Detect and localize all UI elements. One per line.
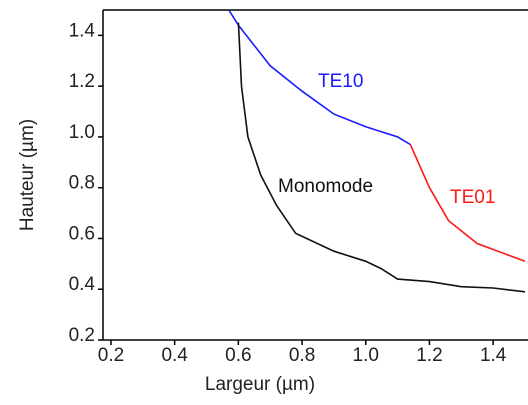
y-axis-label: Hauteur (µm) (17, 119, 38, 231)
y-tick-label: 1.0 (69, 122, 95, 143)
y-tick-label: 0.4 (69, 274, 96, 295)
y-tick-label: 0.8 (69, 173, 95, 194)
y-tick-label: 0.6 (69, 223, 95, 244)
series-label: Monomode (278, 176, 373, 197)
y-tick-label: 0.2 (69, 325, 95, 346)
series-label: TE10 (318, 71, 363, 92)
x-tick-label: 1.0 (353, 345, 379, 366)
x-tick-label: 0.8 (289, 345, 315, 366)
x-tick-label: 0.2 (98, 345, 124, 366)
x-tick-label: 0.6 (225, 345, 251, 366)
x-tick-label: 0.4 (161, 345, 188, 366)
series-label: TE01 (450, 187, 495, 208)
series-line (228, 10, 411, 146)
series-line (237, 22, 526, 293)
x-tick-label: 1.2 (416, 345, 442, 366)
y-tick-label: 1.4 (69, 20, 96, 41)
y-tick-label: 1.2 (69, 71, 95, 92)
series-line (409, 144, 526, 263)
x-tick-label: 1.4 (480, 345, 507, 366)
x-axis-label: Largeur (µm) (205, 374, 315, 395)
